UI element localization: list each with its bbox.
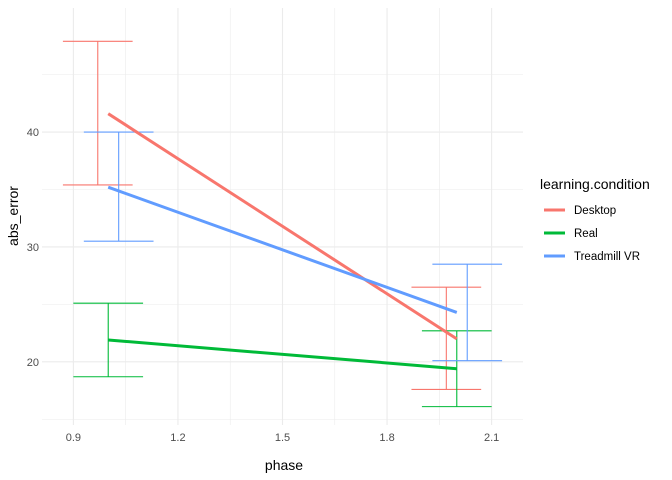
line-desktop [107,112,458,341]
x-axis-title: phase [265,457,303,473]
error-bar-desktop [411,286,482,390]
x-tick-label: 2.1 [484,432,499,444]
y-tick-label: 40 [27,127,39,139]
line-treadmill-vr [107,185,458,314]
y-tick-labels: 20 30 40 [27,127,39,369]
y-tick-label: 20 [27,357,39,369]
error-bar-desktop [62,40,133,186]
x-tick-label: 1.8 [379,432,394,444]
legend-label: Real [574,228,598,240]
legend-label: Desktop [574,205,616,217]
legend-item: Desktop [544,205,616,217]
x-tick-label: 1.2 [170,432,185,444]
error-bars [62,40,503,408]
error-bar-treadmill-vr [83,131,154,242]
y-axis-title: abs_error [5,186,21,246]
x-tick-label: 1.5 [275,432,290,444]
legend-item: Real [544,228,598,240]
legend-title: learning.condition [540,176,650,192]
x-tick-labels: 0.9 1.2 1.5 1.8 2.1 [66,432,500,444]
y-tick-label: 30 [27,242,39,254]
series-lines [107,112,458,371]
legend-label: Treadmill VR [574,251,640,263]
error-bar-treadmill-vr [432,263,503,362]
x-tick-label: 0.9 [66,432,81,444]
legend-item: Treadmill VR [544,251,640,263]
line-real [108,338,457,371]
legend-items: Desktop Real Treadmill VR [544,205,640,263]
legend: learning.condition Desktop Real Treadmill … [540,176,650,263]
